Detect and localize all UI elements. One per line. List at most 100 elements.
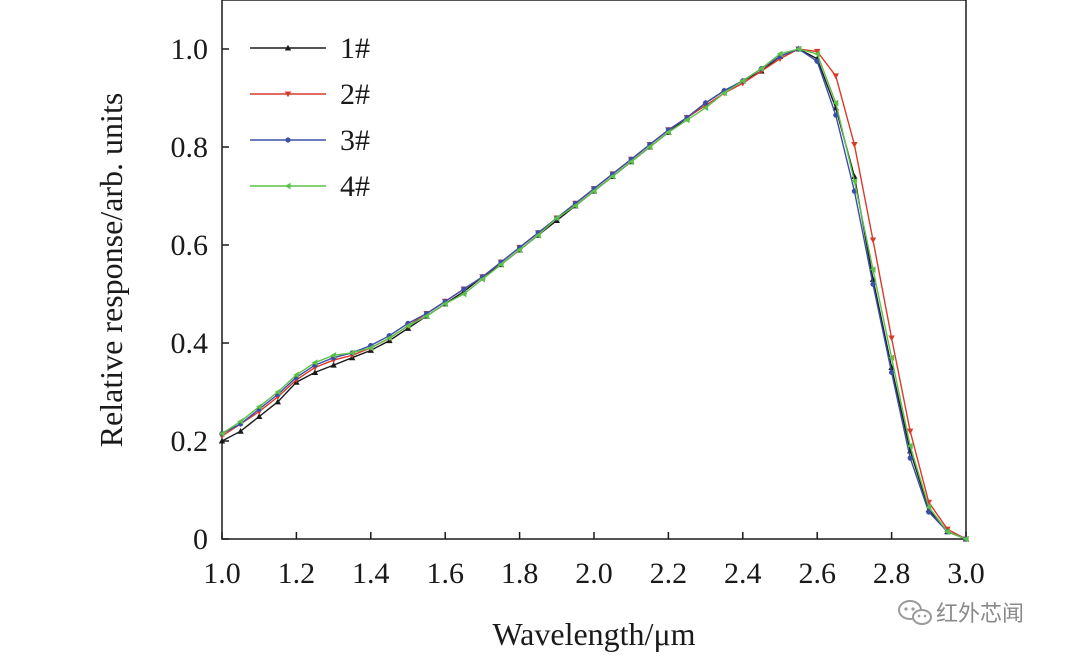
data-point — [256, 413, 263, 420]
x-tick-label: 2.0 — [575, 557, 613, 590]
series-line — [221, 48, 967, 540]
legend-label: 4# — [340, 170, 370, 203]
legend-label: 1# — [340, 32, 370, 65]
data-point — [702, 104, 709, 111]
x-tick-label: 2.2 — [650, 557, 688, 590]
data-point — [814, 58, 820, 64]
series-1 — [218, 45, 970, 542]
data-point — [535, 232, 541, 239]
data-point — [907, 428, 914, 435]
data-point — [423, 312, 430, 320]
data-point — [795, 45, 802, 53]
x-tick-label: 2.4 — [724, 557, 762, 590]
legend-item: 3# — [250, 124, 370, 157]
wechat-icon — [898, 600, 932, 625]
data-point — [888, 354, 895, 361]
data-point — [869, 266, 876, 273]
legend-item: 1# — [250, 32, 370, 65]
data-point — [330, 352, 337, 359]
data-point — [218, 437, 226, 444]
data-point — [683, 116, 690, 124]
series-3 — [219, 46, 969, 542]
legend-item: 2# — [250, 78, 370, 111]
data-point — [404, 322, 411, 330]
x-tick-label: 2.6 — [798, 557, 836, 590]
data-point — [721, 89, 727, 97]
x-tick-label: 1.6 — [426, 557, 464, 590]
data-point — [907, 455, 913, 461]
x-axis-title: Wavelength/μm — [493, 616, 696, 652]
data-point — [274, 398, 281, 405]
series-line — [221, 48, 967, 540]
data-point — [367, 344, 374, 352]
x-tick-label: 1.4 — [352, 557, 390, 590]
plot-frame — [221, 0, 967, 540]
y-tick-label: 0.8 — [171, 131, 209, 164]
data-point — [553, 214, 560, 222]
data-point — [218, 430, 225, 437]
data-point — [349, 349, 355, 356]
data-point — [870, 281, 876, 287]
data-point — [925, 503, 932, 511]
legend: 1# 2# 3# 4# — [250, 32, 370, 203]
data-point — [646, 143, 653, 151]
data-point — [386, 334, 392, 342]
data-point — [609, 173, 616, 180]
data-point — [962, 535, 969, 543]
x-tick-label: 3.0 — [947, 557, 985, 590]
data-point — [461, 286, 467, 292]
x-tick-label: 1.2 — [278, 557, 316, 590]
y-tick-label: 0.6 — [171, 229, 209, 262]
data-point — [256, 403, 262, 410]
legend-marker — [284, 91, 292, 98]
data-point — [833, 112, 839, 118]
data-point — [237, 418, 244, 425]
series-4 — [218, 45, 969, 543]
legend-marker — [284, 182, 291, 190]
data-point — [758, 65, 764, 72]
x-tick-label: 2.8 — [873, 557, 911, 590]
data-point — [628, 158, 634, 165]
data-point — [944, 528, 950, 535]
data-point — [311, 369, 319, 375]
data-point — [832, 99, 839, 107]
data-point — [869, 237, 877, 244]
data-point — [572, 202, 578, 209]
data-point — [739, 77, 746, 85]
x-axis-ticks: 1.0 1.2 1.4 1.6 1.8 2.0 2.2 2.4 2.6 2.8 3.0 — [203, 532, 985, 590]
data-point — [832, 73, 839, 80]
legend-label: 3# — [340, 124, 370, 157]
data-point — [814, 48, 821, 55]
data-point — [442, 300, 448, 307]
y-tick-label: 0.4 — [171, 327, 209, 360]
data-point — [311, 359, 318, 366]
data-point — [888, 335, 895, 342]
series-line — [221, 48, 967, 540]
data-point — [497, 261, 504, 268]
data-point — [330, 361, 337, 368]
data-point — [516, 246, 523, 254]
data-point — [851, 141, 858, 148]
legend-marker — [285, 137, 291, 143]
series-layer — [218, 45, 970, 543]
y-tick-label: 0.2 — [171, 425, 209, 458]
data-point — [703, 100, 709, 106]
watermark: 红外芯闻 — [898, 600, 1024, 627]
legend-label: 2# — [340, 78, 370, 111]
legend-item: 4# — [250, 170, 370, 203]
data-point — [926, 509, 932, 515]
data-point — [889, 369, 895, 375]
legend-marker — [284, 44, 292, 51]
y-axis-title: Relative response/arb. units — [93, 93, 129, 448]
data-point — [479, 276, 485, 283]
data-point — [814, 50, 820, 58]
y-tick-label: 1.0 — [171, 33, 209, 66]
data-point — [851, 178, 857, 185]
data-point — [907, 442, 913, 450]
data-point — [293, 371, 299, 379]
data-point — [776, 50, 783, 58]
series-line — [221, 48, 967, 540]
watermark-text: 红外芯闻 — [936, 602, 1024, 627]
x-tick-label: 1.8 — [501, 557, 539, 590]
